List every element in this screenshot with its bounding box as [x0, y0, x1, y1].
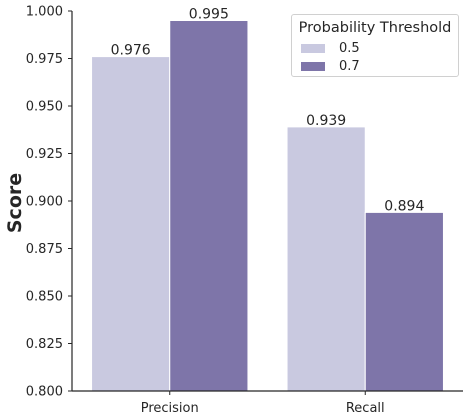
x-tick-label: Precision: [141, 401, 199, 416]
legend-title: Probability Threshold: [298, 20, 452, 36]
x-tick-label: Recall: [346, 401, 385, 416]
bar: [91, 56, 171, 392]
bars: 0.976 0.939 0.995 0.894: [91, 7, 444, 392]
bar-value-label: 0.995: [189, 7, 229, 23]
bar: [169, 20, 249, 392]
bar-value-label: 0.894: [384, 198, 424, 214]
y-tick-label: 0.800: [26, 385, 63, 400]
y-tick-label: 0.875: [26, 242, 63, 257]
y-tick-label: 1.000: [26, 5, 63, 20]
legend: Probability Threshold 0.5 0.7: [291, 14, 459, 77]
y-tick-label: 0.925: [26, 147, 63, 162]
y-axis-ticks: 0.800 0.825 0.850 0.875 0.900 0.925 0.950 0.975…: [26, 5, 72, 400]
y-tick-label: 0.825: [26, 337, 63, 352]
bar: [364, 211, 444, 392]
y-tick-label: 0.850: [26, 290, 63, 305]
x-axis-ticks: Precision Recall: [141, 391, 385, 416]
bar-value-label: 0.976: [111, 43, 151, 59]
y-tick-label: 0.900: [26, 195, 63, 210]
y-tick-label: 0.950: [26, 100, 63, 115]
bar-value-label: 0.939: [306, 113, 346, 129]
legend-label-0-7: 0.7: [339, 59, 360, 74]
bar: [286, 126, 366, 392]
y-tick-label: 0.975: [26, 52, 63, 67]
legend-swatch-0-7: [301, 62, 325, 71]
y-axis-label: Score: [4, 173, 26, 233]
legend-label-0-5: 0.5: [339, 41, 360, 56]
legend-swatch-0-5: [301, 44, 325, 53]
